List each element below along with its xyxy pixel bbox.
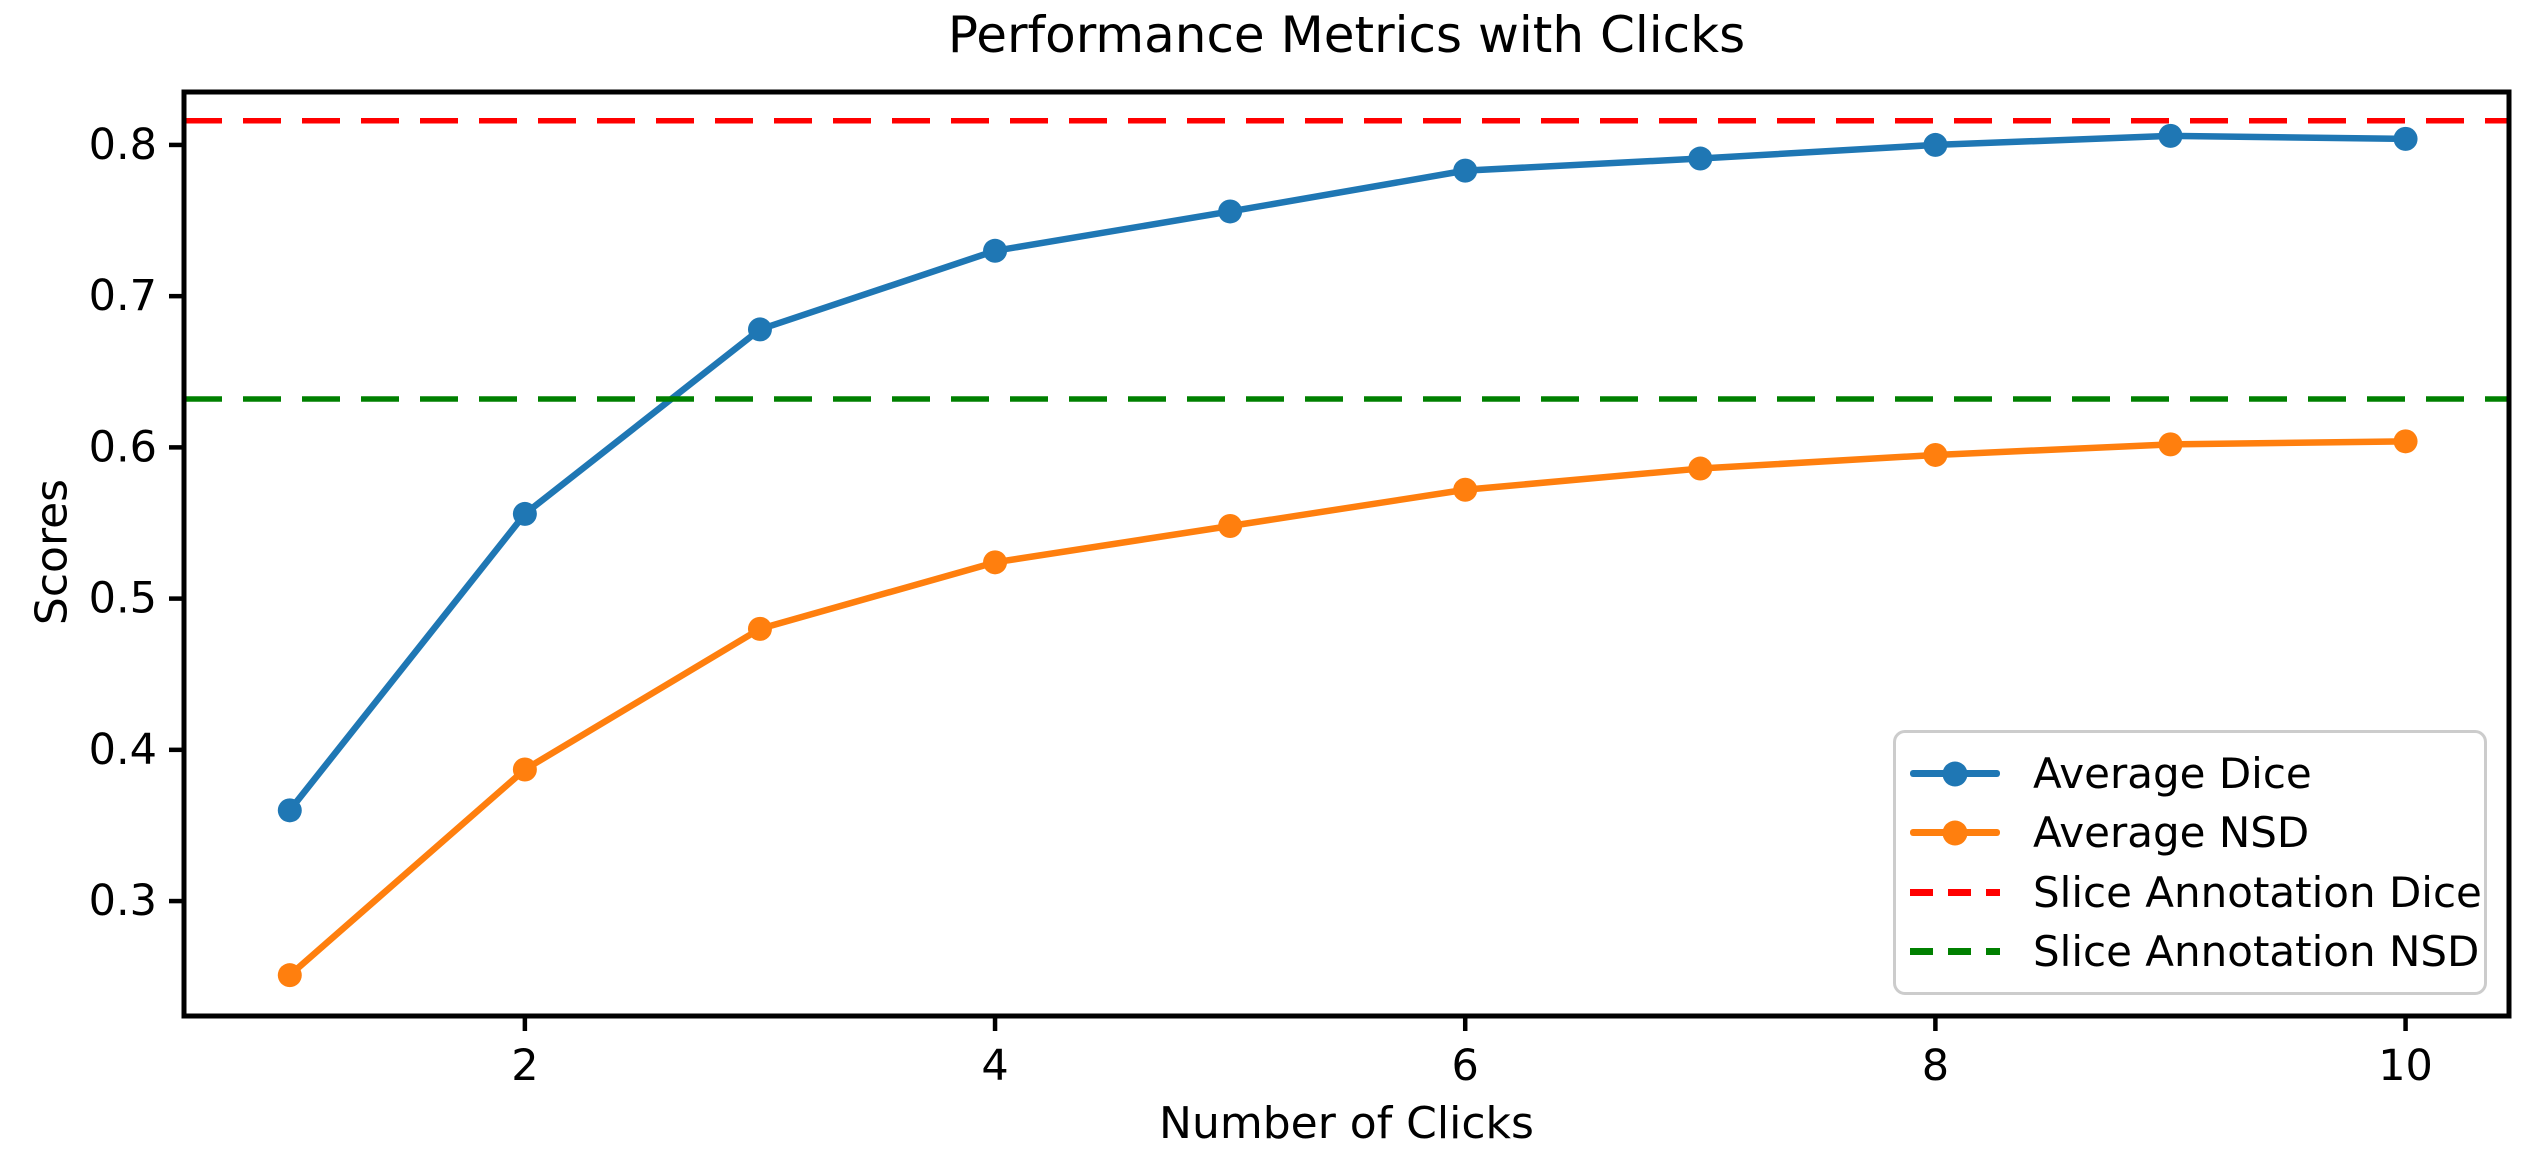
average-dice-line [286, 132, 2409, 814]
average-nsd-marker [277, 963, 302, 988]
legend-item-slice-annotation-dice: Slice Annotation Dice [1910, 868, 2482, 917]
legend-item-label: Average Dice [2033, 749, 2312, 799]
average-dice-marker [1923, 132, 1948, 157]
average-dice-marker [277, 798, 302, 823]
average-dice-marker [747, 317, 772, 342]
average-nsd-marker [1453, 477, 1478, 502]
average-nsd-marker [1923, 442, 1948, 467]
legend: Average Dice Average NSD Slice Annotatio… [1893, 730, 2487, 995]
chart-title: Performance Metrics with Clicks [947, 6, 1746, 64]
average-nsd-marker [1218, 514, 1243, 539]
legend-item-average-dice: Average Dice [1910, 749, 2464, 798]
slice-annotation-dice-swatch [1910, 888, 2000, 896]
legend-item-slice-annotation-nsd: Slice Annotation NSD [1910, 927, 2479, 976]
x-tick-label-8: 8 [1922, 1041, 1949, 1091]
average-nsd-marker [2158, 432, 2183, 457]
x-tick-label-4: 4 [981, 1041, 1008, 1091]
average-dice-marker [1688, 146, 1713, 171]
legend-item-label: Average NSD [2033, 808, 2310, 858]
legend-item-label: Slice Annotation NSD [2033, 926, 2480, 976]
legend-item-label: Slice Annotation Dice [2033, 867, 2482, 917]
x-tick-label-6: 6 [1452, 1041, 1479, 1091]
average-dice-marker [2158, 123, 2183, 148]
average-nsd-swatch [1910, 820, 2000, 846]
average-nsd-marker [2393, 429, 2418, 454]
average-nsd-line [286, 438, 2409, 979]
average-dice-marker [512, 501, 537, 526]
average-dice-marker [2393, 126, 2418, 151]
circle-marker-icon [1942, 761, 1968, 787]
circle-marker-icon [1942, 820, 1968, 846]
average-nsd-marker [747, 616, 772, 641]
average-nsd-marker [1688, 456, 1713, 481]
y-tick-label-0.6: 0.6 [89, 422, 157, 472]
y-tick-label-0.4: 0.4 [89, 725, 157, 775]
average-dice-marker [1218, 199, 1243, 224]
y-tick-label-0.5: 0.5 [89, 574, 157, 624]
slice-annotation-nsd-swatch [1910, 947, 2000, 955]
x-tick-label-2: 2 [511, 1041, 538, 1091]
plot-border [181, 89, 2512, 1019]
x-axis-label: Number of Clicks [1159, 1098, 1534, 1149]
average-nsd-marker [512, 757, 537, 782]
average-dice-marker [1453, 158, 1478, 183]
y-tick-label-0.3: 0.3 [89, 876, 157, 926]
y-tick-label-0.7: 0.7 [89, 271, 157, 321]
average-dice-marker [983, 238, 1008, 263]
legend-item-average-nsd: Average NSD [1910, 808, 2464, 857]
y-tick-label-0.8: 0.8 [89, 120, 157, 170]
average-nsd-marker [983, 550, 1008, 575]
x-tick-label-10: 10 [2378, 1041, 2433, 1091]
y-axis-label: Scores [26, 478, 78, 626]
average-dice-swatch [1910, 761, 2000, 787]
